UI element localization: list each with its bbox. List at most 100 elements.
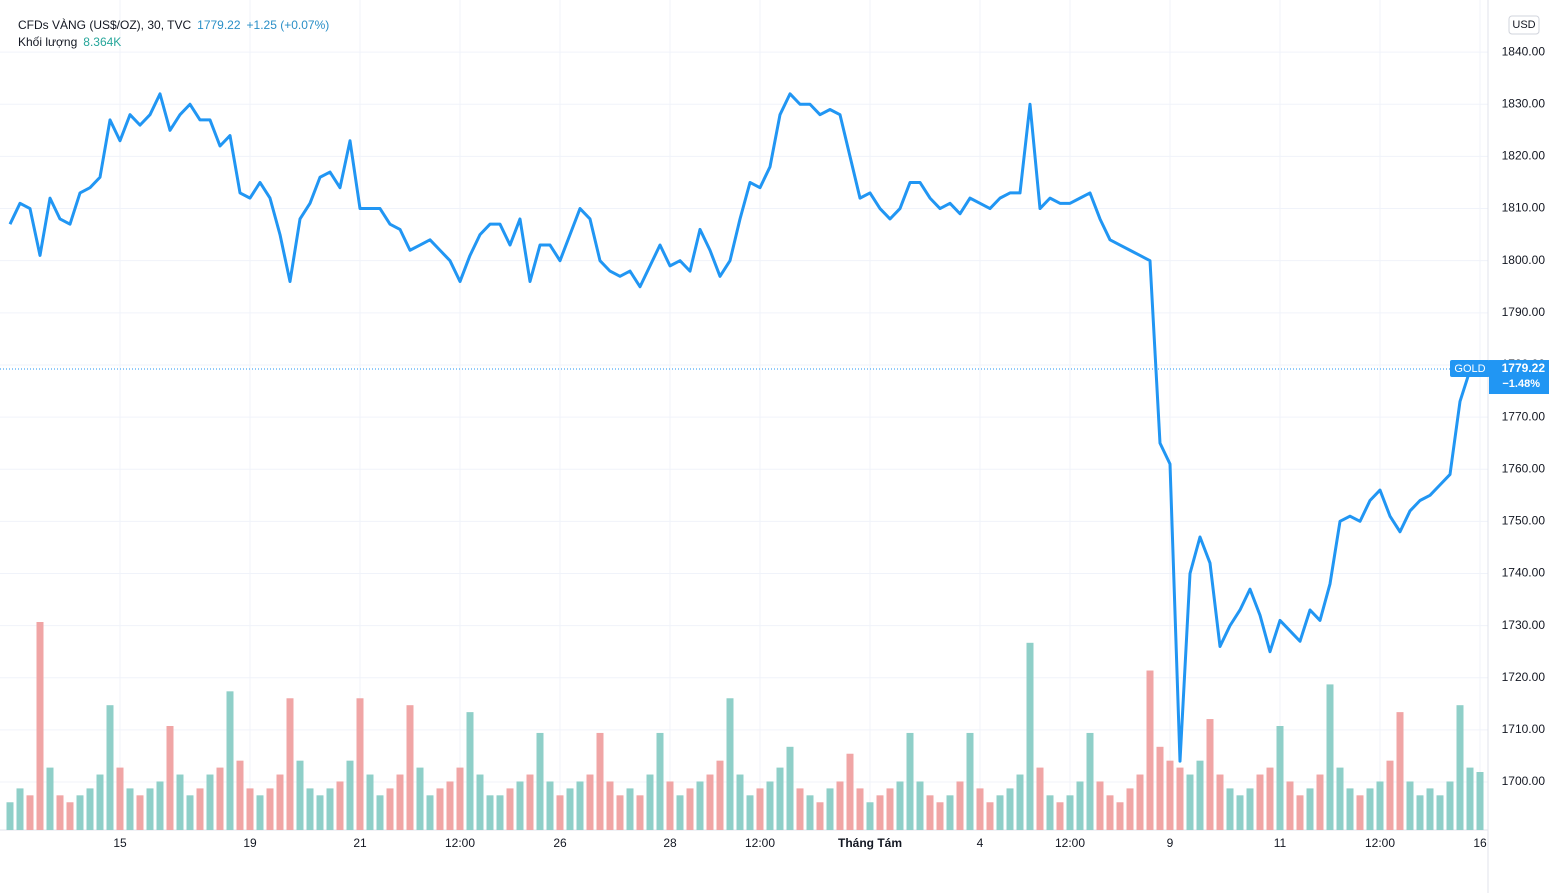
volume-bar	[1396, 712, 1404, 830]
volume-bar	[436, 788, 444, 830]
y-tick-label: 1790.00	[1502, 305, 1546, 319]
volume-bar	[246, 788, 254, 830]
volume-bar	[516, 781, 524, 830]
y-tick-label: 1830.00	[1502, 96, 1546, 110]
volume-bar	[356, 698, 364, 830]
volume-bar	[106, 705, 114, 830]
price-tag	[1489, 360, 1549, 395]
x-tick-label: 12:00	[1365, 836, 1395, 850]
volume-bar	[866, 802, 874, 830]
volume-bar	[386, 788, 394, 830]
volume-bar	[796, 788, 804, 830]
volume-bar	[1346, 788, 1354, 830]
x-tick-label: 12:00	[745, 836, 775, 850]
volume-bar	[216, 767, 224, 830]
price-line	[8, 92, 1481, 763]
volume-bar	[96, 774, 104, 830]
volume-bar	[1026, 642, 1034, 830]
volume-bar	[816, 802, 824, 830]
y-tick-label: 1700.00	[1502, 774, 1546, 788]
symbol-title: CFDs VÀNG (US$/OZ), 30, TVC	[18, 18, 192, 32]
x-tick-label: 26	[553, 836, 567, 850]
volume-bar	[1156, 746, 1164, 830]
volume-bar	[416, 767, 424, 830]
volume-bar	[466, 712, 474, 830]
volume-bar	[286, 698, 294, 830]
volume-bar	[1136, 774, 1144, 830]
volume-bar	[1076, 781, 1084, 830]
volume-bar	[846, 753, 854, 830]
volume-bar	[1226, 788, 1234, 830]
volume-bar	[766, 781, 774, 830]
volume-bar	[726, 698, 734, 830]
volume-bar	[546, 781, 554, 830]
volume-bar	[876, 795, 884, 830]
volume-bar	[996, 795, 1004, 830]
x-tick-label: 4	[977, 836, 984, 850]
x-tick-label: 12:00	[1055, 836, 1085, 850]
volume-bar	[1356, 795, 1364, 830]
y-tick-label: 1760.00	[1502, 461, 1546, 475]
volume-bar	[176, 774, 184, 830]
volume-bar	[296, 760, 304, 830]
volume-bar	[336, 781, 344, 830]
volume-bar	[26, 795, 34, 830]
volume-bar	[736, 774, 744, 830]
volume-bar	[856, 788, 864, 830]
volume-bar	[1126, 788, 1134, 830]
volume-value: 8.364K	[83, 35, 122, 49]
volume-bar	[576, 781, 584, 830]
volume-bar	[1046, 795, 1054, 830]
volume-bar	[1456, 705, 1464, 830]
volume-bar	[1436, 795, 1444, 830]
volume-bar	[666, 781, 674, 830]
volume-bar	[746, 795, 754, 830]
volume-bar	[916, 781, 924, 830]
volume-bar	[1116, 802, 1124, 830]
volume-bar	[1216, 774, 1224, 830]
x-tick-label: 19	[243, 836, 257, 850]
volume-bar	[1266, 767, 1274, 830]
volume-bar	[756, 788, 764, 830]
volume-bar	[936, 802, 944, 830]
volume-bar	[1366, 788, 1374, 830]
volume-bar	[1406, 781, 1414, 830]
volume-bar	[406, 705, 414, 830]
volume-bar	[1336, 767, 1344, 830]
volume-bar	[636, 795, 644, 830]
volume-bar	[1166, 760, 1174, 830]
volume-bar	[396, 774, 404, 830]
volume-bar	[1326, 684, 1334, 830]
volume-bar	[1466, 767, 1474, 830]
y-tick-label: 1800.00	[1502, 253, 1546, 267]
volume-bar	[556, 795, 564, 830]
volume-bar	[236, 760, 244, 830]
x-tick-label: 15	[113, 836, 127, 850]
volume-bar	[1236, 795, 1244, 830]
volume-bar	[776, 767, 784, 830]
y-tick-label: 1840.00	[1502, 44, 1546, 58]
volume-bar	[686, 788, 694, 830]
volume-bar	[976, 788, 984, 830]
volume-bar	[1016, 774, 1024, 830]
volume-bar	[86, 788, 94, 830]
volume-bar	[1096, 781, 1104, 830]
symbol-tag	[1450, 360, 1490, 378]
volume-bar	[896, 781, 904, 830]
volume-bar	[966, 732, 974, 830]
volume-bar	[1176, 767, 1184, 830]
volume-bar	[426, 795, 434, 830]
volume-bar	[536, 732, 544, 830]
volume-bar	[696, 781, 704, 830]
volume-bar	[76, 795, 84, 830]
volume-bar	[1186, 774, 1194, 830]
volume-bar	[56, 795, 64, 830]
header-change: +1.25 (+0.07%)	[246, 18, 330, 32]
volume-bar	[36, 622, 44, 830]
volume-bar	[136, 795, 144, 830]
volume-bar	[346, 760, 354, 830]
volume-bar	[676, 795, 684, 830]
volume-bar	[46, 767, 54, 830]
